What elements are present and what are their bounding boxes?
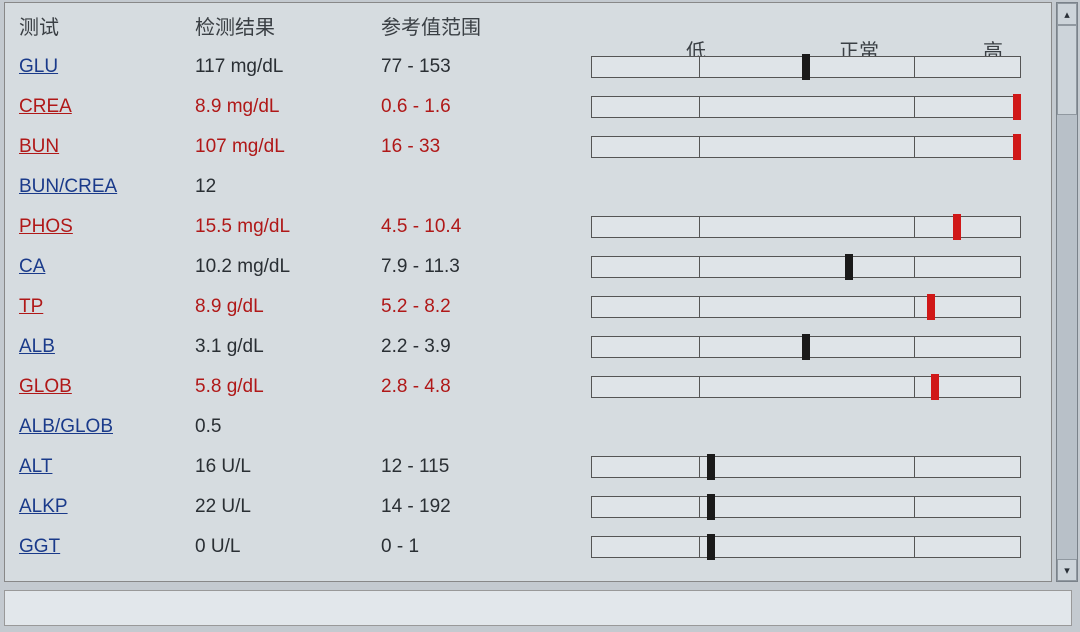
range-value: 77 - 153 (381, 56, 451, 77)
table-row: CREA 8.9 mg/dL 0.6 - 1.6 (19, 87, 1051, 127)
test-name-link[interactable]: ALT (19, 456, 52, 477)
table-row: GLOB 5.8 g/dL 2.8 - 4.8 (19, 367, 1051, 407)
result-value: 10.2 mg/dL (195, 256, 290, 277)
header-range: 参考值范围 (381, 17, 481, 39)
range-bar (591, 134, 1021, 160)
range-bar (591, 334, 1021, 360)
result-value: 0.5 (195, 416, 221, 437)
range-bar (591, 294, 1021, 320)
range-value: 14 - 192 (381, 496, 451, 517)
table-row: TP 8.9 g/dL 5.2 - 8.2 (19, 287, 1051, 327)
range-bar (591, 54, 1021, 80)
table-row: BUN/CREA 12 (19, 167, 1051, 207)
value-marker (931, 374, 939, 400)
bottom-panel (4, 590, 1072, 626)
test-name-link[interactable]: BUN (19, 136, 59, 157)
value-marker (845, 254, 853, 280)
range-bar (591, 494, 1021, 520)
result-value: 8.9 g/dL (195, 296, 264, 317)
test-name-link[interactable]: ALB (19, 336, 55, 357)
table-body: GLU 117 mg/dL 77 - 153 CREA 8.9 mg/dL 0.6 - 1… (5, 47, 1051, 567)
range-value: 16 - 33 (381, 136, 440, 157)
range-value: 2.2 - 3.9 (381, 336, 451, 357)
range-bar (591, 374, 1021, 400)
table-row: PHOS 15.5 mg/dL 4.5 - 10.4 (19, 207, 1051, 247)
value-marker (953, 214, 961, 240)
test-name-link[interactable]: CA (19, 256, 45, 277)
range-bar (591, 534, 1021, 560)
value-marker (1013, 94, 1021, 120)
test-name-link[interactable]: GLU (19, 56, 58, 77)
range-value: 2.8 - 4.8 (381, 376, 451, 397)
range-bar (591, 254, 1021, 280)
result-value: 5.8 g/dL (195, 376, 264, 397)
range-value: 5.2 - 8.2 (381, 296, 451, 317)
range-value: 4.5 - 10.4 (381, 216, 461, 237)
test-name-link[interactable]: ALB/GLOB (19, 416, 113, 437)
range-value: 0.6 - 1.6 (381, 96, 451, 117)
range-value: 12 - 115 (381, 456, 449, 477)
result-value: 22 U/L (195, 496, 251, 517)
test-name-link[interactable]: GGT (19, 536, 60, 557)
test-name-link[interactable]: PHOS (19, 216, 73, 237)
vertical-scrollbar[interactable]: ▴ ▾ (1056, 2, 1078, 582)
header-result: 检测结果 (195, 17, 275, 39)
range-value: 7.9 - 11.3 (381, 256, 460, 277)
value-marker (802, 334, 810, 360)
test-name-link[interactable]: CREA (19, 96, 72, 117)
table-row: ALKP 22 U/L 14 - 192 (19, 487, 1051, 527)
header-test: 测试 (19, 17, 59, 39)
test-name-link[interactable]: BUN/CREA (19, 176, 117, 197)
range-bar (591, 454, 1021, 480)
value-marker (1013, 134, 1021, 160)
result-value: 3.1 g/dL (195, 336, 264, 357)
result-value: 12 (195, 176, 216, 197)
scroll-thumb[interactable] (1057, 25, 1077, 115)
result-value: 8.9 mg/dL (195, 96, 280, 117)
table-row: ALT 16 U/L 12 - 115 (19, 447, 1051, 487)
table-row: ALB/GLOB 0.5 (19, 407, 1051, 447)
range-bar (591, 94, 1021, 120)
value-marker (802, 54, 810, 80)
table-header: 测试 检测结果 参考值范围 低 正常 高 (5, 3, 1051, 47)
test-name-link[interactable]: GLOB (19, 376, 72, 397)
table-row: BUN 107 mg/dL 16 - 33 (19, 127, 1051, 167)
scroll-down-button[interactable]: ▾ (1057, 559, 1077, 581)
table-row: GLU 117 mg/dL 77 - 153 (19, 47, 1051, 87)
value-marker (707, 454, 715, 480)
results-panel: 测试 检测结果 参考值范围 低 正常 高 GLU 117 mg/dL 77 - 15… (4, 2, 1052, 582)
scroll-up-button[interactable]: ▴ (1057, 3, 1077, 25)
value-marker (927, 294, 935, 320)
result-value: 117 mg/dL (195, 56, 283, 77)
table-row: CA 10.2 mg/dL 7.9 - 11.3 (19, 247, 1051, 287)
value-marker (707, 494, 715, 520)
result-value: 16 U/L (195, 456, 251, 477)
result-value: 107 mg/dL (195, 136, 285, 157)
table-row: ALB 3.1 g/dL 2.2 - 3.9 (19, 327, 1051, 367)
test-name-link[interactable]: TP (19, 296, 43, 317)
value-marker (707, 534, 715, 560)
range-value: 0 - 1 (381, 536, 419, 557)
test-name-link[interactable]: ALKP (19, 496, 68, 517)
result-value: 15.5 mg/dL (195, 216, 290, 237)
result-value: 0 U/L (195, 536, 240, 557)
range-bar (591, 214, 1021, 240)
table-row: GGT 0 U/L 0 - 1 (19, 527, 1051, 567)
